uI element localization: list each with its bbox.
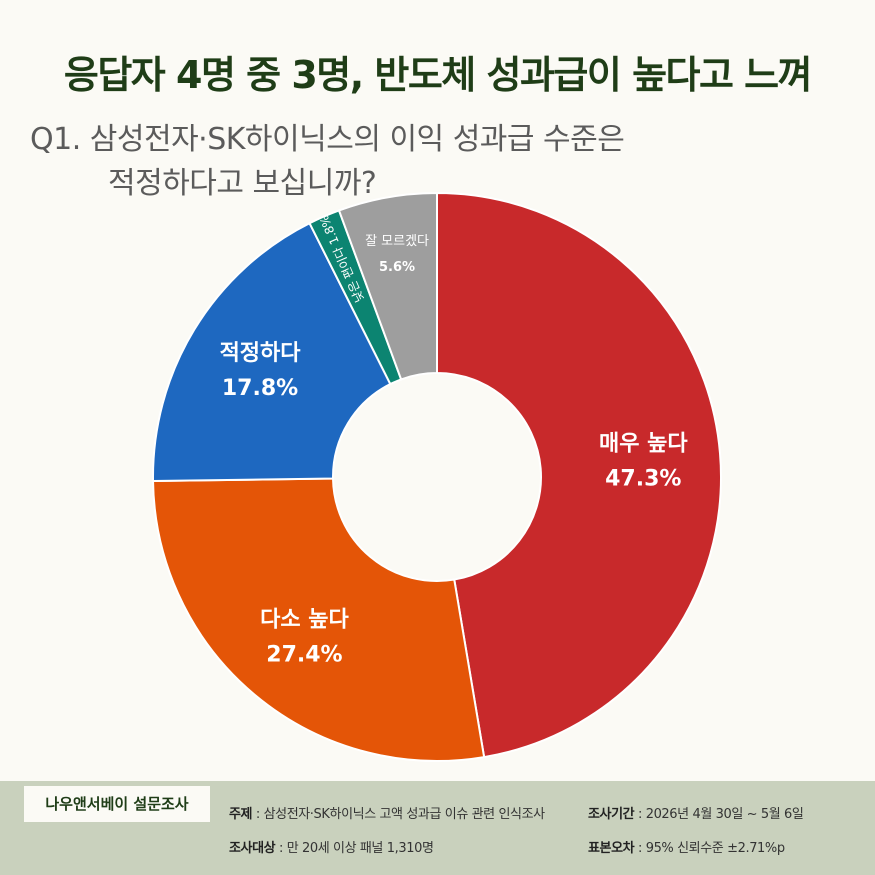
slice-label-적정하다: 적정하다 bbox=[220, 341, 302, 366]
question-line-2: 적정하다고 보십니까? bbox=[108, 166, 377, 201]
slice-다소-높다 bbox=[152, 477, 486, 762]
topic-label: 주제 bbox=[229, 807, 253, 822]
error-value: : 95% 신뢰수준 ±2.71%p bbox=[634, 841, 785, 856]
slice-value-잘-모르겠다: 5.6% bbox=[379, 260, 415, 275]
slice-value-매우-높다: 47.3% bbox=[605, 466, 681, 491]
slice-value-다소-높다: 27.4% bbox=[266, 642, 342, 667]
slice-label-잘-모르겠다: 잘 모르겠다 bbox=[365, 234, 429, 249]
slice-label-group-매우-높다: 매우 높다 47.3% bbox=[599, 431, 688, 491]
period-value: : 2026년 4월 30일 ~ 5월 6일 bbox=[634, 807, 804, 822]
footer-period: 조사기간 : 2026년 4월 30일 ~ 5월 6일 bbox=[588, 803, 804, 822]
footer-error: 표본오차 : 95% 신뢰수준 ±2.71%p bbox=[588, 837, 785, 856]
slice-label-다소-높다: 다소 높다 bbox=[260, 607, 349, 632]
target-label: 조사대상 bbox=[229, 841, 276, 856]
slice-적정하다 bbox=[152, 221, 392, 483]
topic-value: : 삼성전자·SK하이닉스 고액 성과급 이슈 관련 인식조사 bbox=[252, 807, 545, 822]
slice-label-매우-높다: 매우 높다 bbox=[599, 431, 688, 456]
period-label: 조사기간 bbox=[588, 807, 635, 822]
slice-잘-모르겠다 bbox=[337, 191, 438, 381]
footer-topic: 주제 : 삼성전자·SK하이닉스 고액 성과급 이슈 관련 인식조사 bbox=[229, 803, 545, 822]
slice-label-group-적정하다: 적정하다 17.8% bbox=[220, 341, 302, 401]
slice-label-group-잘-모르겠다: 잘 모르겠다 5.6% bbox=[365, 234, 429, 275]
question-text: Q1. 삼성전자·SK하이닉스의 이익 성과급 수준은 적정하다고 보십니까? bbox=[30, 118, 625, 206]
error-label: 표본오차 bbox=[588, 841, 635, 856]
chart-title: 응답자 4명 중 3명, 반도체 성과급이 높다고 느껴 bbox=[63, 53, 813, 97]
survey-brand-label: 나우앤서베이 설문조사 bbox=[24, 786, 210, 822]
slice-label-group-다소-높다: 다소 높다 27.4% bbox=[260, 607, 349, 667]
slice-매우-높다 bbox=[436, 191, 722, 759]
slice-value-적정하다: 17.8% bbox=[222, 376, 298, 401]
question-line-1: Q1. 삼성전자·SK하이닉스의 이익 성과급 수준은 bbox=[30, 122, 625, 157]
target-value: : 만 20세 이상 패널 1,310명 bbox=[275, 841, 434, 856]
footer-target: 조사대상 : 만 20세 이상 패널 1,310명 bbox=[229, 837, 434, 856]
